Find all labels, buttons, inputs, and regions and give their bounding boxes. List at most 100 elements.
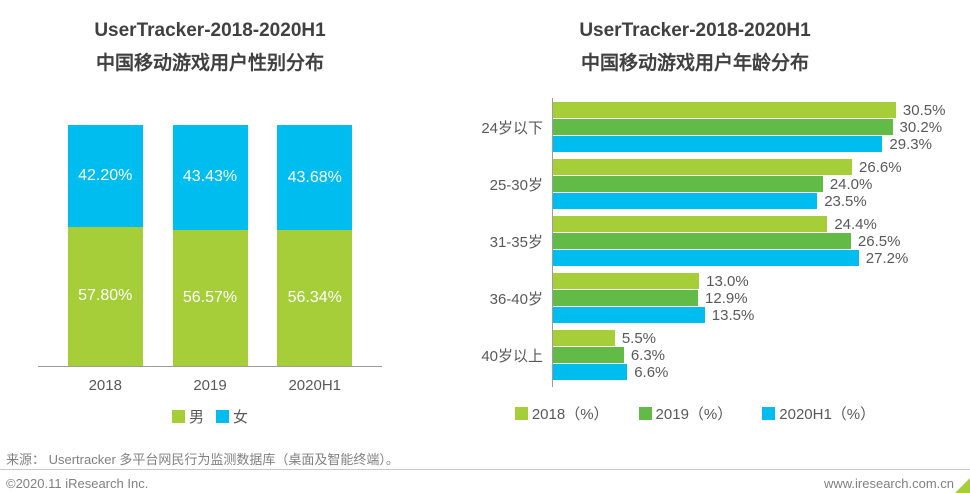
bar-group: 13.0% 12.9% 13.5% <box>553 272 924 324</box>
bar-segment: 42.20% <box>67 125 143 227</box>
bar-value-label: 13.0% <box>706 272 749 290</box>
bar-segment: 43.68% <box>277 125 353 231</box>
x-axis-label: 2020H1 <box>288 377 342 394</box>
bar-value-label: 30.2% <box>899 118 943 136</box>
bar-value-label: 13.5% <box>711 306 755 324</box>
bar-value-label: 42.20% <box>78 166 133 184</box>
legend-label: 2020H1（%） <box>779 406 876 423</box>
bar-value-label: 43.43% <box>182 168 238 186</box>
bar <box>553 136 883 152</box>
bar-row: 24.4% <box>553 215 924 233</box>
website-link[interactable]: www.iresearch.com.cn <box>823 476 954 491</box>
bar-row: 27.2% <box>553 249 924 267</box>
bar <box>553 290 699 306</box>
bar-value-label: 56.57% <box>182 288 238 306</box>
bar-group: 30.5% 30.2% 29.3% <box>553 102 945 153</box>
legend-swatch <box>171 410 185 423</box>
bar-value-label: 27.2% <box>865 249 909 267</box>
bar-value-label: 12.9% <box>705 289 748 307</box>
gender-chart-x-axis: 2018 2019 2020H1 <box>38 377 382 394</box>
bar-value-label: 29.3% <box>889 135 932 153</box>
bar-value-label: 43.68% <box>287 168 342 186</box>
bar-segment: 56.57% <box>172 229 248 366</box>
bar-row: 13.5% <box>553 306 924 324</box>
legend-item: 2019（%） <box>638 403 733 424</box>
bar-row: 24.0% <box>553 175 924 193</box>
legend-item: 女 <box>216 406 248 427</box>
age-chart-legend: 2018（%） 2019（%） 2020H1（%） <box>420 403 970 424</box>
age-chart-bars-area: 30.5% 30.2% 29.3% 26.6% 24.0% 23.5% 24.4% 26.5%… <box>552 98 945 387</box>
bar <box>553 364 628 380</box>
bar-row: 13.0% <box>553 272 924 290</box>
bar-value-label: 26.6% <box>859 158 902 176</box>
bar-value-label: 23.5% <box>824 192 867 210</box>
gender-chart-panel: UserTracker-2018-2020H1 中国移动游戏用户性别分布 42.… <box>0 0 420 427</box>
bar-segment: 43.43% <box>172 125 248 230</box>
bar-row: 30.2% <box>553 119 942 136</box>
category-label: 36-40岁 <box>489 290 543 308</box>
bar-value-label: 5.5% <box>621 329 657 347</box>
bar-value-label: 56.34% <box>287 289 342 307</box>
bar-row: 12.9% <box>553 289 924 307</box>
gender-chart-legend: 男女 <box>0 406 420 427</box>
age-chart-category-axis: 24岁以下 25-30岁 31-35岁 36-40岁 40岁以上 <box>420 98 552 387</box>
bar <box>553 176 823 192</box>
bar-segment: 57.80% <box>67 226 143 366</box>
gender-chart-title: UserTracker-2018-2020H1 <box>94 20 326 41</box>
legend-swatch <box>216 410 229 423</box>
legend-swatch <box>638 407 652 420</box>
bar-value-label: 30.5% <box>902 101 946 119</box>
bar <box>553 216 828 232</box>
legend-label: 男 <box>188 409 204 426</box>
legend-item: 2018（%） <box>514 403 609 424</box>
bar-segment: 56.34% <box>277 230 353 366</box>
bar-group: 24.4% 26.5% 27.2% <box>553 215 924 267</box>
bar-value-label: 24.4% <box>834 215 877 233</box>
bar-value-label: 6.3% <box>630 346 666 364</box>
category-label: 40岁以上 <box>481 347 543 365</box>
age-chart-plot: 24岁以下 25-30岁 31-35岁 36-40岁 40岁以上 30.5% 30.2% 2… <box>420 98 970 387</box>
bar <box>553 119 893 135</box>
corner-leaf-icon <box>955 478 970 493</box>
x-axis-label: 2018 <box>88 377 122 394</box>
bar-group: 26.6% 24.0% 23.5% <box>553 158 924 210</box>
source-note: 来源： Usertracker 多平台网民行为监测数据库（桌面及智能终端）。 <box>6 452 399 467</box>
category-label: 24岁以下 <box>481 119 543 137</box>
bar-group: 5.5% 6.3% 6.6% <box>553 329 924 381</box>
copyright-text: ©2020.11 iResearch Inc. <box>6 476 149 491</box>
bar-row: 26.6% <box>553 158 924 176</box>
bar <box>553 347 624 363</box>
age-chart-subtitle: 中国移动游戏用户年龄分布 <box>580 53 809 74</box>
bar-row: 26.5% <box>553 232 924 250</box>
legend-label: 2018（%） <box>531 406 609 423</box>
bar-row: 30.5% <box>553 102 945 119</box>
stacked-bar: 42.20% 57.80% <box>67 125 143 366</box>
bar-value-label: 24.0% <box>829 175 873 193</box>
age-chart-title: UserTracker-2018-2020H1 <box>579 20 811 41</box>
bar-row: 6.6% <box>553 363 924 381</box>
legend-label: 2019（%） <box>655 406 733 423</box>
bar-value-label: 6.6% <box>634 363 669 381</box>
x-axis-label: 2019 <box>193 377 227 394</box>
bar-row: 6.3% <box>553 346 924 364</box>
footer-divider <box>0 469 970 470</box>
legend-swatch <box>762 407 776 420</box>
category-label: 25-30岁 <box>489 176 543 194</box>
bar <box>553 193 818 209</box>
legend-item: 男 <box>171 406 204 427</box>
bar <box>553 330 615 346</box>
stacked-bar: 43.68% 56.34% <box>277 125 353 366</box>
gender-chart-plot: 42.20% 57.80% 43.43% 56.57% 43.68% 56.34% <box>38 125 382 367</box>
bar-value-label: 26.5% <box>857 232 901 250</box>
gender-chart-subtitle: 中国移动游戏用户性别分布 <box>95 53 324 74</box>
bar-row: 29.3% <box>553 136 932 153</box>
age-chart-panel: UserTracker-2018-2020H1 中国移动游戏用户年龄分布 24岁… <box>420 0 970 427</box>
bar <box>553 250 859 266</box>
bar <box>553 233 851 249</box>
legend-swatch <box>514 407 528 420</box>
bar-row: 23.5% <box>553 192 924 210</box>
bar-value-label: 57.80% <box>78 287 133 305</box>
charts-row: UserTracker-2018-2020H1 中国移动游戏用户性别分布 42.… <box>0 0 970 427</box>
bar <box>553 273 700 289</box>
